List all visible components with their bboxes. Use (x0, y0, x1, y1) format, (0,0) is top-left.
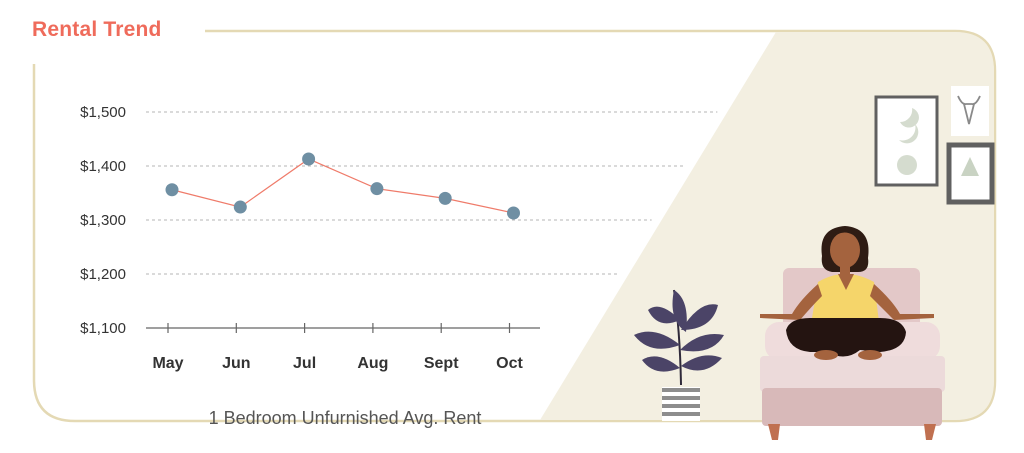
x-tick-label: May (152, 355, 183, 372)
y-tick-label: $1,300 (80, 212, 126, 229)
chart-caption: 1 Bedroom Unfurnished Avg. Rent (208, 408, 482, 428)
y-tick-label: $1,100 (80, 320, 126, 337)
x-tick-label: Jul (293, 355, 316, 372)
data-point (302, 152, 316, 166)
data-point (507, 206, 520, 220)
x-tick-label: Jun (222, 355, 250, 372)
bull-skull-frame (951, 86, 989, 136)
y-tick-labels: $1,100 $1,200 $1,300 $1,400 $1,500 (80, 104, 126, 337)
card-frame (32, 29, 997, 423)
y-tick-label: $1,500 (80, 104, 126, 121)
data-point (370, 182, 384, 196)
x-tick-labels: May Jun Jul Aug Sept Oct (152, 355, 523, 372)
x-tick-label: Oct (496, 355, 523, 372)
meditating-woman (760, 226, 934, 360)
potted-plant (634, 289, 724, 421)
chart-title: Rental Trend (32, 18, 162, 41)
data-point (438, 191, 452, 205)
gridlines (146, 111, 718, 275)
data-point (165, 183, 179, 197)
mountain-frame (946, 142, 995, 205)
x-tick-label: Aug (357, 355, 388, 372)
x-tick-label: Sept (424, 355, 459, 372)
x-axis (146, 323, 540, 333)
series-points (165, 152, 520, 220)
y-tick-label: $1,400 (80, 158, 126, 175)
moon-phases-frame (874, 95, 939, 187)
series-line (171, 158, 514, 214)
series-line-path (171, 158, 514, 214)
data-point (233, 200, 247, 214)
y-tick-label: $1,200 (80, 266, 126, 283)
